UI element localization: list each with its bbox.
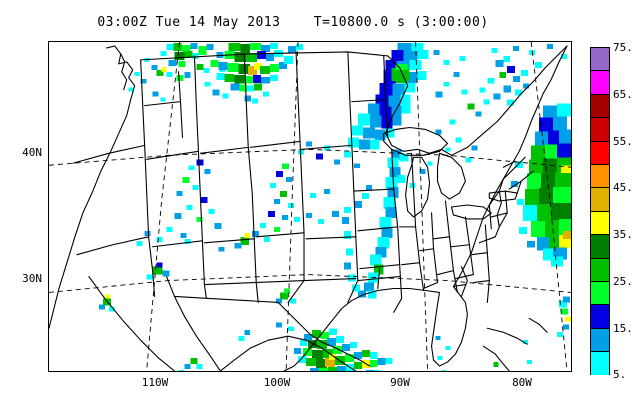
map-canvas bbox=[49, 42, 571, 371]
echo-southwest bbox=[178, 288, 297, 371]
colorbar-band bbox=[591, 188, 609, 212]
echo-lake-michigan-band bbox=[341, 149, 409, 299]
echo-atlantic-offshore bbox=[511, 103, 571, 267]
border-us-mexico-land bbox=[173, 295, 371, 367]
colorbar-band bbox=[591, 328, 609, 353]
coastline-gulf bbox=[283, 287, 441, 371]
echo-northern-rockies bbox=[204, 42, 304, 104]
coastline-cuba-bahamas bbox=[482, 317, 548, 371]
colorbar-band bbox=[591, 281, 609, 306]
border-canada-east bbox=[450, 45, 568, 156]
border-mexico bbox=[219, 335, 357, 371]
lake-superior bbox=[383, 126, 449, 156]
echo-upper-midwest-band bbox=[347, 42, 429, 150]
colorbar-tick-55: 55. bbox=[613, 135, 633, 148]
coastline-chesapeake bbox=[494, 178, 504, 238]
parallel-30n bbox=[49, 274, 571, 293]
ytick-label-30n: 30N bbox=[22, 272, 42, 285]
state-borders-west bbox=[72, 51, 305, 303]
colorbar-band bbox=[591, 48, 609, 72]
map-outline-layer bbox=[49, 45, 568, 371]
lake-michigan bbox=[405, 156, 431, 218]
echo-southeast-isolated bbox=[409, 43, 571, 371]
colorbar-band bbox=[591, 352, 609, 376]
xtick-label-80w: 80W bbox=[512, 376, 532, 389]
colorbar-band bbox=[591, 164, 609, 189]
colorbar-band bbox=[591, 118, 609, 142]
state-borders-plains bbox=[203, 51, 403, 313]
meridian-110w bbox=[146, 42, 180, 371]
colorbar-band bbox=[591, 211, 609, 236]
echo-northeast bbox=[479, 55, 543, 106]
xtick-label-110w: 110W bbox=[141, 376, 169, 389]
colorbar-band bbox=[591, 141, 609, 165]
xtick-label-100w: 100W bbox=[263, 376, 291, 389]
ytick-label-40n: 40N bbox=[22, 146, 42, 159]
colorbar-tick-35: 35. bbox=[613, 228, 633, 241]
colorbar-tick-45: 45. bbox=[613, 181, 633, 194]
border-baja-gulf bbox=[166, 276, 221, 371]
colorbar-band bbox=[591, 71, 609, 95]
coastline-puget-sound bbox=[120, 53, 128, 91]
echo-pacific-northwest bbox=[128, 42, 226, 102]
colorbar-band bbox=[591, 94, 609, 119]
map-panel[interactable] bbox=[48, 41, 572, 372]
echo-great-basin bbox=[98, 238, 225, 312]
colorbar-tick-65: 65. bbox=[613, 88, 633, 101]
colorbar-tick-15: 15. bbox=[613, 322, 633, 335]
lake-huron-erie bbox=[436, 152, 492, 220]
graticule-layer bbox=[49, 42, 571, 371]
coastline-florida bbox=[430, 285, 468, 367]
colorbar-tick-75: 75. bbox=[613, 41, 633, 54]
figure-title: 03:00Z Tue 14 May 2013 T=10800.0 s (3:00… bbox=[97, 15, 489, 30]
meridian-100w bbox=[285, 42, 299, 371]
colorbar-tick-25: 25. bbox=[613, 275, 633, 288]
reflectivity-colorbar[interactable] bbox=[590, 47, 610, 376]
colorbar-band bbox=[591, 258, 609, 282]
meridian-90w bbox=[415, 42, 428, 371]
coastline-baja bbox=[88, 276, 176, 371]
parallel-40n bbox=[49, 148, 571, 168]
colorbar-band bbox=[591, 235, 609, 259]
reflectivity-layer bbox=[98, 42, 571, 371]
state-borders-east bbox=[399, 152, 534, 303]
xtick-label-90w: 90W bbox=[390, 376, 410, 389]
border-canada-lakes bbox=[385, 55, 453, 156]
echo-texas-convection bbox=[276, 322, 393, 371]
colorbar-tick-5: 5. bbox=[613, 368, 627, 381]
coastline-pacific bbox=[49, 45, 136, 329]
colorbar-band bbox=[591, 305, 609, 329]
